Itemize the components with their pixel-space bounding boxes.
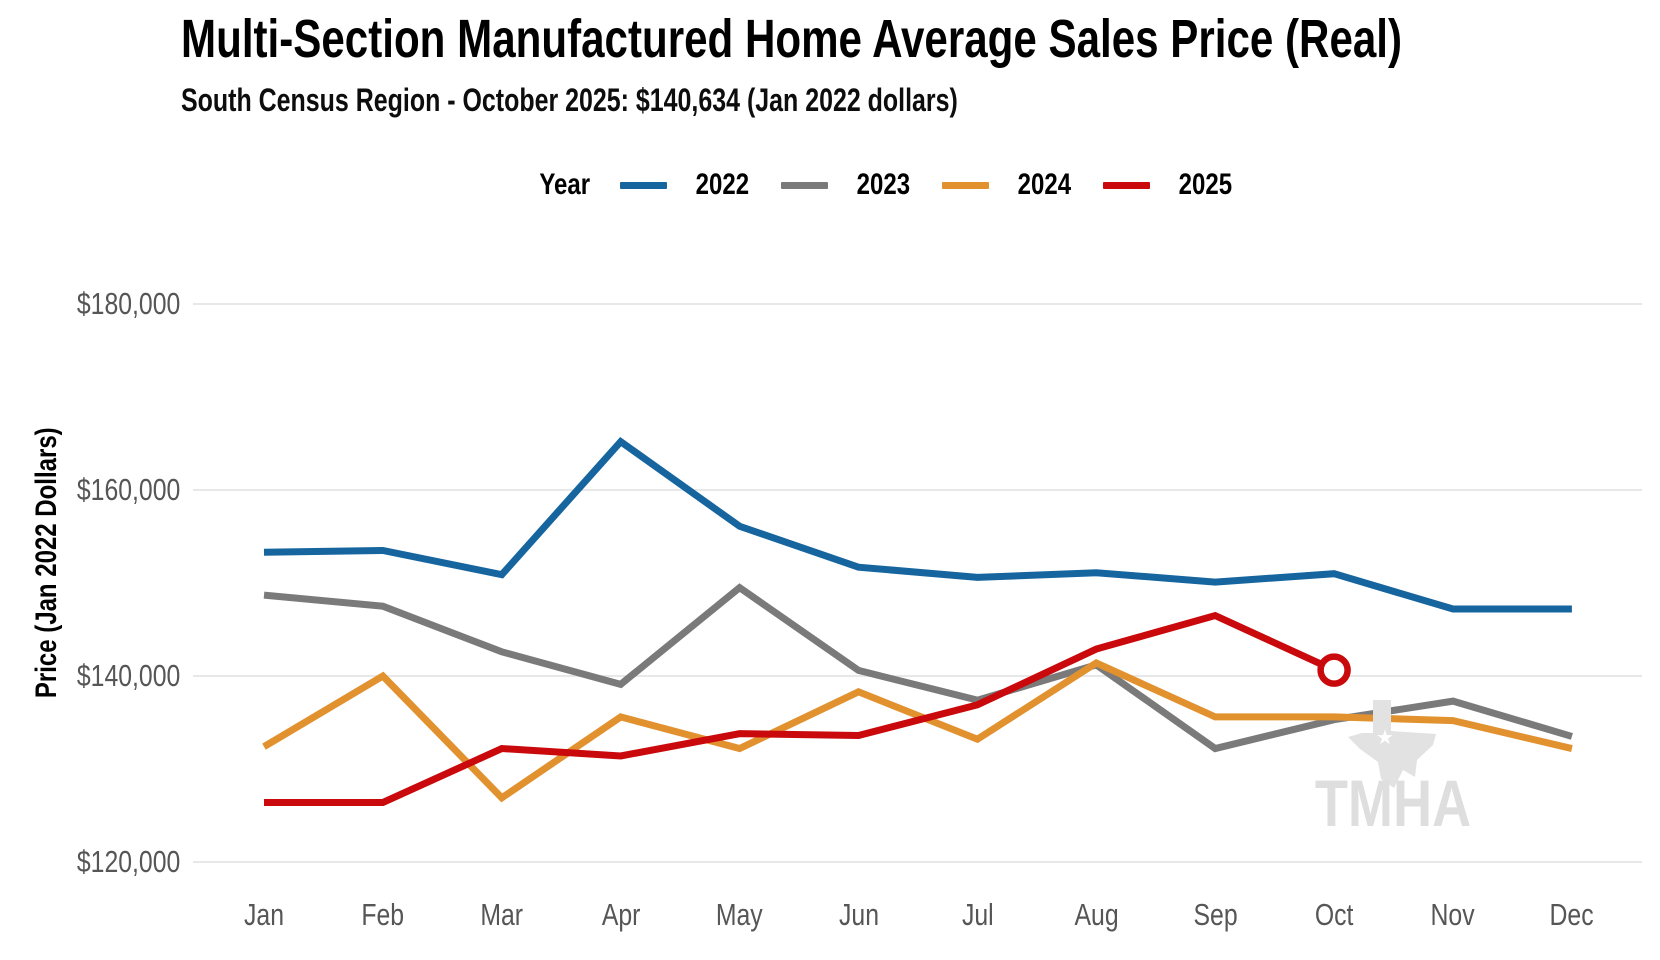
legend-item-2025: 2025	[1102, 168, 1239, 202]
y-tick-label: $160,000	[48, 472, 180, 508]
x-tick-label-text: Dec	[1549, 897, 1594, 932]
legend-label-text: 2025	[1178, 168, 1232, 201]
legend-swatch-2024	[941, 181, 989, 189]
chart-title: Multi-Section Manufactured Home Average …	[181, 8, 1660, 70]
line-series-2024	[262, 659, 1573, 803]
x-tick-label-Feb: Feb	[323, 897, 443, 933]
legend-label-2025: 2025	[1172, 168, 1239, 202]
line-series-2025	[264, 611, 1336, 806]
x-tick-label-text: May	[716, 897, 764, 932]
y-tick-label: $120,000	[48, 844, 180, 880]
legend-items: 2022 2023 2024 2025	[620, 168, 1238, 202]
tmha-logo: ★ TMHA	[1315, 700, 1471, 840]
legend-swatch-2023	[781, 181, 829, 189]
x-tick-label-Nov: Nov	[1393, 897, 1513, 933]
legend-swatch-2022	[620, 181, 668, 189]
x-tick-label-text: Nov	[1430, 897, 1476, 932]
x-tick-label-text: Jun	[838, 897, 879, 932]
x-tick-label-Sep: Sep	[1155, 897, 1275, 933]
legend-item-2022: 2022	[620, 168, 756, 202]
y-tick-label-text: $140,000	[76, 658, 180, 693]
legend-swatch-2025	[1102, 181, 1150, 189]
legend-item-2023: 2023	[781, 168, 917, 202]
legend-label-text: 2023	[856, 168, 911, 201]
x-tick-label-Mar: Mar	[442, 897, 562, 933]
legend-label-2024: 2024	[1011, 168, 1078, 202]
x-tick-label-text: Jul	[961, 897, 994, 932]
chart-subtitle-text: South Census Region - October 2025: $140…	[181, 82, 958, 118]
chart-subtitle: South Census Region - October 2025: $140…	[181, 80, 1177, 120]
x-tick-label-text: Oct	[1314, 897, 1354, 932]
legend-title: Year	[539, 168, 591, 201]
x-tick-label-Jan: Jan	[204, 897, 324, 933]
y-tick-label-text: $120,000	[76, 844, 180, 879]
x-tick-label-Oct: Oct	[1274, 897, 1394, 933]
watermark-text: TMHA	[1315, 766, 1471, 840]
tmha-watermark: ★ TMHA	[1288, 698, 1508, 843]
x-tick-label-text: Apr	[601, 897, 640, 932]
texas-star-icon: ★	[1376, 725, 1394, 749]
y-tick-label: $140,000	[48, 658, 180, 694]
legend: Year 2022 2023 2024 2025	[533, 163, 1238, 207]
x-tick-label-Jun: Jun	[799, 897, 919, 933]
x-tick-label-text: Aug	[1074, 897, 1119, 932]
y-tick-label-text: $160,000	[76, 472, 180, 507]
x-tick-label-text: Jan	[243, 897, 284, 932]
legend-label-text: 2022	[696, 168, 750, 201]
texas-shape-icon	[1348, 700, 1436, 788]
latest-point-marker-2025	[1317, 653, 1351, 687]
x-tick-label-text: Mar	[480, 897, 524, 932]
y-tick-label: $180,000	[48, 286, 180, 322]
x-tick-label-May: May	[680, 897, 800, 933]
x-tick-label-text: Sep	[1193, 897, 1238, 932]
x-tick-label-Apr: Apr	[561, 897, 681, 933]
legend-item-2024: 2024	[941, 168, 1078, 202]
x-tick-label-text: Feb	[361, 897, 405, 932]
x-tick-label-Aug: Aug	[1036, 897, 1156, 933]
legend-label-2022: 2022	[689, 168, 756, 202]
y-tick-label-text: $180,000	[76, 286, 180, 321]
x-tick-label-Jul: Jul	[917, 897, 1037, 933]
x-tick-label-Dec: Dec	[1512, 897, 1632, 933]
legend-label-2023: 2023	[850, 168, 917, 202]
legend-label-text: 2024	[1017, 168, 1071, 201]
line-series-2022	[263, 436, 1572, 613]
chart-title-text: Multi-Section Manufactured Home Average …	[181, 9, 1403, 69]
